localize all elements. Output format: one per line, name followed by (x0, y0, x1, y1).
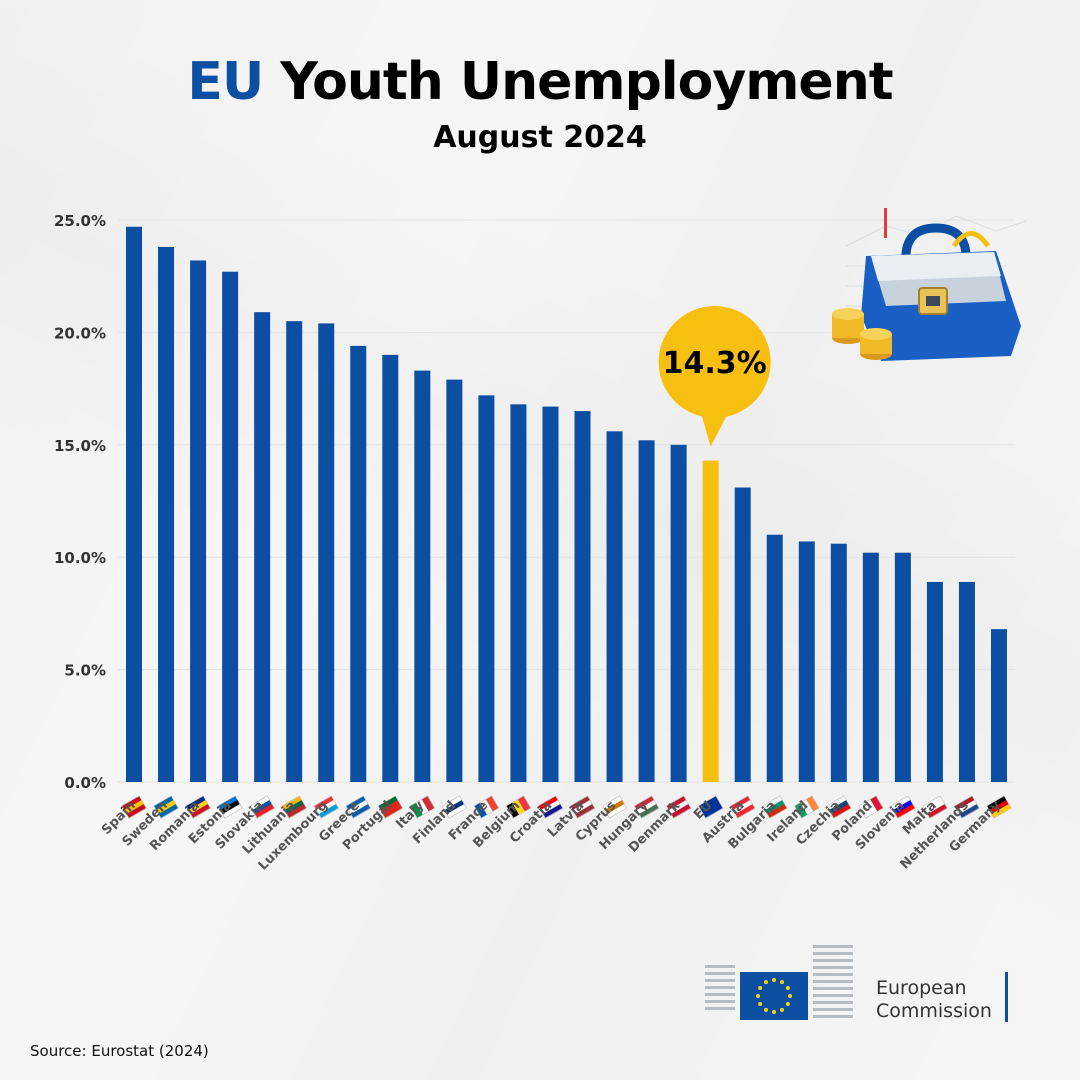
nl-flag-icon (954, 795, 980, 819)
fi-flag-icon (441, 795, 467, 819)
bar-slovenia (894, 552, 911, 782)
eu-star-icon (780, 980, 784, 985)
bar-croatia (542, 406, 559, 782)
si-flag-icon (890, 795, 916, 819)
ec-logo-line1: European (876, 977, 967, 999)
gr-flag-icon (345, 795, 371, 819)
bar-eu (702, 460, 719, 782)
eu-star-icon (756, 994, 760, 998)
european-commission-logo (705, 945, 1008, 1022)
callout-label: 14.3% (663, 346, 767, 381)
bar-bulgaria (766, 534, 783, 782)
ec-logo-line2: Commission (876, 1000, 992, 1022)
fr-flag-icon (473, 795, 499, 819)
bar-portugal (382, 354, 399, 782)
callout-bubble (658, 306, 771, 418)
cy-flag-icon (601, 795, 628, 819)
bar-greece (350, 345, 367, 782)
bar-austria (734, 487, 751, 782)
y-tick-label: 10.0% (54, 549, 106, 567)
y-tick-label: 5.0% (64, 662, 106, 680)
bar-belgium (510, 404, 527, 782)
bar-lithuania (286, 321, 303, 782)
ie-flag-icon (794, 795, 820, 819)
eu-star-icon (758, 986, 763, 990)
ec-logo-text: European Commission (876, 977, 992, 1023)
bar-denmark (670, 444, 687, 782)
eu-star-icon (764, 980, 768, 985)
sk-flag-icon (249, 795, 275, 819)
it-flag-icon (409, 795, 435, 819)
hr-flag-icon (537, 795, 564, 819)
chart-title: EU Youth Unemployment (0, 52, 1080, 112)
source-note: Source: Eurostat (2024) (30, 1042, 209, 1060)
cz-flag-icon (826, 795, 852, 819)
bar-luxembourg (318, 323, 335, 782)
bar-germany (990, 629, 1007, 782)
bar-poland (862, 552, 879, 782)
bar-hungary (638, 440, 655, 782)
bar-ireland (798, 541, 815, 782)
ee-flag-icon (217, 795, 243, 819)
eu-star-icon (772, 978, 776, 982)
lv-flag-icon (569, 795, 596, 819)
bar-finland (446, 379, 463, 782)
bg-flag-icon (762, 795, 788, 819)
eu-flag-icon (698, 795, 724, 819)
eu-star-icon (780, 1007, 784, 1012)
eu-star-icon (764, 1007, 768, 1012)
bar-estonia (222, 271, 239, 782)
bar-malta (926, 581, 943, 782)
bar-sweden (158, 246, 175, 782)
chart-subtitle: August 2024 (433, 120, 647, 155)
bar-spain (126, 226, 143, 782)
y-tick-label: 20.0% (54, 324, 106, 342)
be-flag-icon (505, 795, 532, 819)
bar-cyprus (606, 431, 623, 782)
se-flag-icon (153, 795, 179, 819)
at-flag-icon (730, 795, 756, 819)
eu-star-icon (785, 986, 790, 990)
bar-slovakia (254, 312, 271, 782)
hu-flag-icon (634, 795, 660, 819)
lu-flag-icon (313, 795, 339, 819)
title-accent: EU (187, 52, 264, 112)
eu-star-icon (758, 1002, 763, 1006)
callout-pointer (700, 412, 729, 447)
eu-star-icon (772, 1010, 776, 1014)
mt-flag-icon (922, 795, 948, 819)
bar-netherlands (958, 581, 975, 782)
es-flag-icon (121, 795, 147, 819)
bar-latvia (574, 411, 591, 782)
y-tick-label: 0.0% (64, 774, 106, 792)
eu-star-icon (785, 1002, 790, 1006)
de-flag-icon (986, 795, 1012, 819)
lt-flag-icon (281, 795, 307, 819)
y-tick-label: 25.0% (54, 212, 106, 230)
bar-italy (414, 370, 431, 782)
bar-romania (190, 260, 207, 782)
ro-flag-icon (185, 795, 211, 819)
pl-flag-icon (858, 795, 884, 819)
pt-flag-icon (377, 795, 403, 819)
dk-flag-icon (666, 795, 692, 819)
briefcase-coins-illustration (832, 208, 1027, 361)
eu-star-icon (788, 994, 792, 998)
bar-czechia (830, 543, 847, 782)
title-rest: Youth Unemployment (280, 52, 893, 112)
y-tick-label: 15.0% (54, 437, 106, 455)
bar-france (478, 395, 495, 782)
